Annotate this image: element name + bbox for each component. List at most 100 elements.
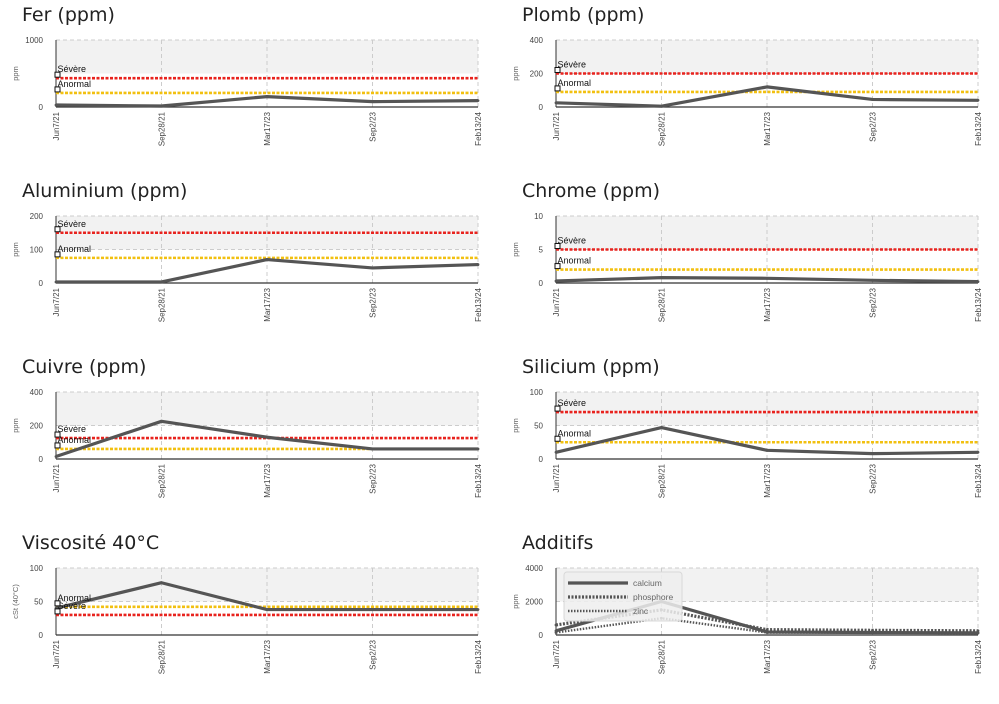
data-point [871,631,874,635]
y-tick-label: 0 [539,279,544,288]
severe-limit-marker [54,431,61,438]
legend-label: calcium [633,578,662,588]
chart-panel: Plomb (ppm) 0 200 400 ppm Jun7/21 Sep28/21 Mar1… [500,0,999,176]
data-point [54,280,58,284]
x-tick-label: Jun7/21 [552,463,561,492]
x-tick-label: Jun7/21 [552,111,561,140]
chart-panel: Additifs 0 2000 4000 ppm Jun7/21 Sep28/21 Mar17… [500,528,999,704]
data-point [871,278,874,282]
chart-svg: 0 50 100 ppm Jun7/21 Sep28/21 Mar17/23 Sep2/23 F… [511,388,983,498]
x-tick-label: Jun7/21 [52,639,61,668]
legend: calcium phosphore zinc [563,571,683,622]
x-tick-label: Sep2/23 [369,287,378,317]
severe-limit-marker [54,226,61,233]
y-tick-label: 400 [530,36,544,45]
chart-title: Aluminium (ppm) [22,180,188,202]
x-tick-label: Feb13/24 [974,639,983,673]
y-tick-label: 5 [539,246,544,255]
y-tick-label: 200 [30,212,44,221]
data-point [265,95,269,99]
x-tick-label: Jun7/21 [52,463,61,492]
y-axis-label: ppm [11,66,20,81]
chart-title: Chrome (ppm) [522,180,661,202]
y-tick-label: 0 [39,631,44,640]
chart-title: Additifs [522,532,594,554]
anormal-limit-label: Anormal [58,435,92,445]
x-tick-label: Sep2/23 [869,463,878,493]
x-tick-label: Feb13/24 [974,463,983,497]
data-point [765,85,769,89]
x-tick-label: Sep28/21 [158,287,167,322]
severe-limit-label: Sévère [58,219,87,229]
data-point [660,276,663,280]
data-point [160,419,163,423]
x-tick-label: Sep28/21 [158,111,167,146]
x-tick-label: Sep2/23 [869,639,878,669]
chart-svg: 0 100 200 ppm Jun7/21 Sep28/21 Mar17/23 Sep2/23… [11,212,483,322]
y-tick-label: 0 [539,103,544,112]
x-tick-label: Mar17/23 [263,463,272,497]
x-tick-label: Feb13/24 [474,463,483,497]
y-axis-label: cSt (40°C) [11,584,20,619]
data-point [765,276,769,280]
data-point [476,447,480,451]
anormal-limit-marker [54,442,61,449]
y-axis-label: ppm [11,418,20,433]
x-tick-label: Sep2/23 [369,463,378,493]
x-tick-label: Mar17/23 [763,287,772,321]
anormal-limit-label: Anormal [58,244,92,254]
anormal-limit-marker [554,435,561,442]
chart-title: Viscosité 40°C [22,532,160,554]
x-tick-label: Sep2/23 [369,639,378,669]
x-tick-label: Feb13/24 [474,111,483,145]
y-tick-label: 50 [34,598,43,607]
data-point [160,581,163,585]
data-point [160,280,163,284]
data-point [871,452,874,456]
x-tick-label: Sep2/23 [869,111,878,141]
chart-svg: 0 5 10 ppm Jun7/21 Sep28/21 Mar17/23 Sep2/23 Feb… [511,212,983,322]
legend-label: zinc [633,606,649,616]
anormal-limit-marker [54,600,61,607]
data-point [265,608,269,611]
x-tick-label: Sep2/23 [869,287,878,317]
y-tick-label: 200 [30,422,44,431]
chart-title: Plomb (ppm) [522,4,645,26]
x-tick-label: Mar17/23 [763,111,772,145]
chart-panel: Fer (ppm) 0 1000 ppm Jun7/21 Sep28/21 Mar17/23… [0,0,499,176]
y-tick-label: 400 [30,388,44,397]
data-point [371,447,374,451]
chart-panel: Cuivre (ppm) 0 200 400 ppm Jun7/21 Sep28/21 Mar… [0,352,499,528]
severe-limit-marker [54,71,61,78]
severe-limit-marker [554,405,561,412]
data-point [660,426,663,429]
data-point [976,450,980,454]
data-point [554,623,558,627]
data-point [554,450,558,454]
chart-svg: 0 50 100 cSt (40°C) Jun7/21 Sep28/21 Mar17/23 S… [11,564,483,674]
data-point [371,266,374,270]
data-point [265,258,269,261]
y-tick-label: 50 [534,422,543,431]
anormal-limit-marker [554,263,561,270]
data-point [976,280,980,284]
y-tick-label: 0 [539,455,544,464]
data-point [976,629,980,633]
data-point [371,100,374,104]
anormal-limit-label: Anormal [58,79,92,89]
severe-limit-label: Sévère [58,601,87,611]
data-point [976,98,980,102]
data-point [54,103,58,107]
data-point [765,631,769,634]
y-tick-label: 0 [539,631,544,640]
chart-svg: 0 200 400 ppm Jun7/21 Sep28/21 Mar17/23 Sep2/23… [11,388,483,498]
data-point [554,279,558,283]
x-tick-label: Sep28/21 [158,463,167,498]
severe-limit-label: Sévère [58,64,87,74]
x-tick-label: Mar17/23 [263,639,272,673]
anormal-limit-marker [54,251,61,258]
data-point [554,101,558,105]
x-tick-label: Sep28/21 [658,111,667,146]
data-point [554,631,558,634]
data-point [476,99,480,103]
